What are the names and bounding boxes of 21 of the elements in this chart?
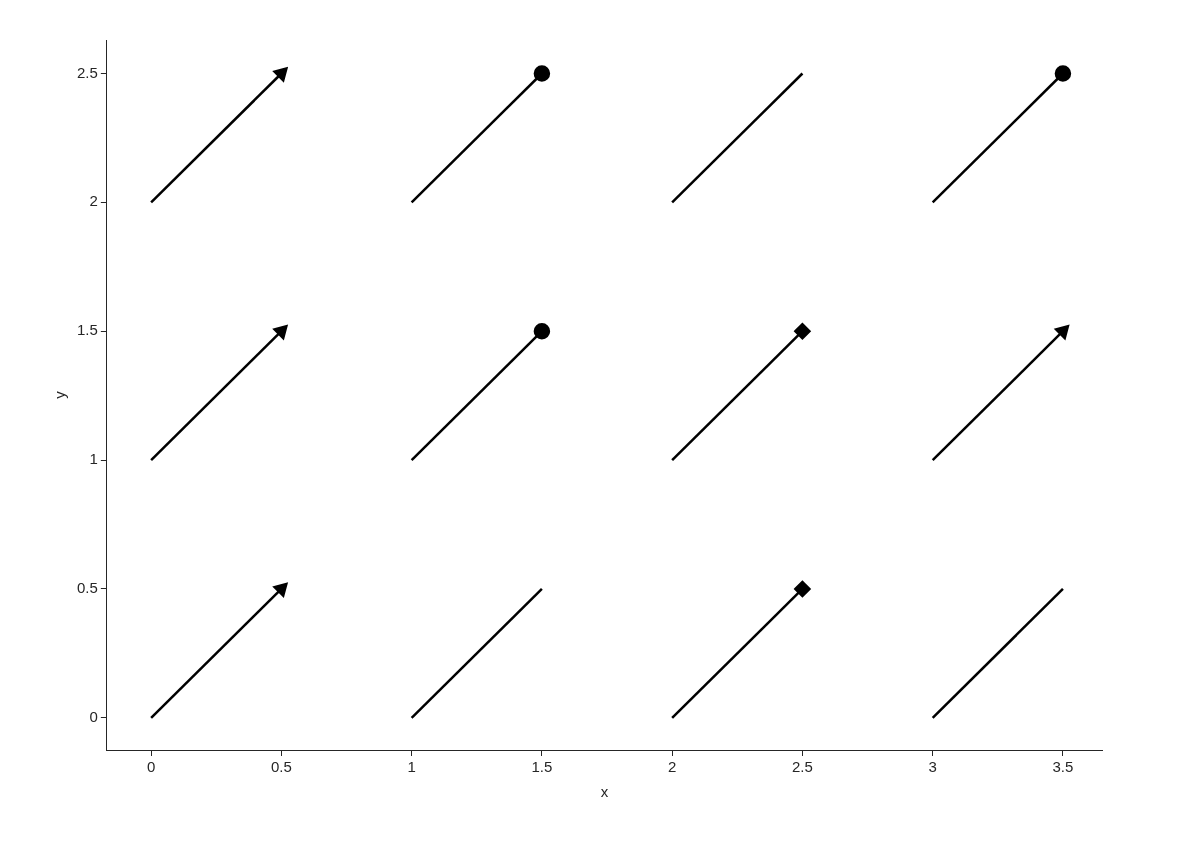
point — [1054, 65, 1072, 82]
point — [533, 65, 551, 82]
y-tick-label: 0 — [89, 707, 98, 725]
y-tick-label: 1.5 — [76, 321, 98, 339]
y-tick-label: 1 — [89, 450, 98, 468]
x-tick-label: 1.5 — [531, 758, 553, 776]
x-tick-label: 1 — [407, 758, 416, 776]
y-tick-label: 0.5 — [76, 579, 98, 597]
y-tick-label: 2 — [89, 192, 98, 210]
x-tick-label: 3.5 — [1052, 758, 1074, 776]
x-tick-label: 2.5 — [791, 758, 813, 776]
x-axis-title: x — [600, 783, 609, 801]
point — [794, 580, 811, 598]
x-tick-label: 0.5 — [270, 758, 292, 776]
y-axis-title: y — [51, 390, 69, 399]
x-tick-label: 3 — [928, 758, 937, 776]
y-tick-label: 2.5 — [76, 63, 98, 81]
point — [533, 322, 551, 340]
x-tick-label: 0 — [146, 758, 156, 776]
point — [794, 322, 811, 340]
x-tick-label: 2 — [667, 758, 677, 776]
